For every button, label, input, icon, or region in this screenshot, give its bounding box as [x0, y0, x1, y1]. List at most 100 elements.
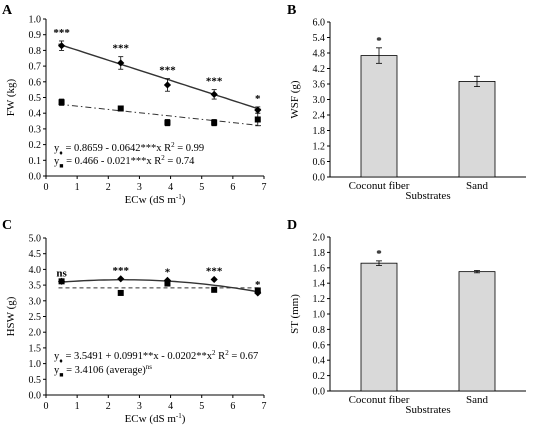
y-tick-label: 1.4 — [313, 279, 326, 290]
data-point-diamond — [117, 275, 125, 283]
significance-label: * — [255, 93, 261, 105]
x-tick-label: 7 — [262, 182, 267, 193]
bar — [360, 262, 398, 392]
y-tick-label: 2.5 — [29, 312, 42, 323]
panel-a: A 0.0 0.1 0.2 0.3 0.4 0.5 0.6 0.7 0.8 0.9 1.0 FW (kg… — [2, 3, 267, 206]
data-point-square — [211, 119, 218, 126]
y-axis-label: FW (kg) — [5, 78, 17, 116]
x-tick-label: 5 — [199, 401, 204, 412]
y-tick-label: 1.8 — [313, 248, 326, 259]
significance-label: *** — [206, 265, 223, 277]
y-tick-label: 0.5 — [29, 375, 42, 386]
y-tick-label: 0.0 — [313, 387, 326, 398]
y-tick-label: 0.5 — [29, 93, 42, 104]
y-tick-label: 2.0 — [313, 233, 326, 244]
y-tick-label: 0.8 — [313, 325, 326, 336]
data-point-square — [254, 116, 261, 123]
data-point-square — [117, 105, 124, 112]
panel-d: D 0.0 0.2 0.4 0.6 0.8 1.0 1.2 1.4 1.6 1.8 2.0 ST (mm… — [287, 218, 526, 416]
equation-diamond: y♦ = 0.8659 - 0.0642***x R2 = 0.99 — [54, 141, 204, 157]
y-tick-label: 3.5 — [29, 281, 42, 292]
data-point-square — [58, 278, 65, 285]
y-tick-label: 1.0 — [29, 15, 42, 26]
data-point-square — [164, 280, 171, 287]
y-axis-label: WSF (g) — [289, 80, 301, 119]
y-tick-label: 0.7 — [29, 62, 42, 73]
y-tick-label: 0.9 — [29, 30, 42, 41]
equation-square: y■ = 3.4106 (average)ns — [54, 363, 152, 379]
y-tick-label: 1.8 — [313, 126, 326, 137]
bar — [360, 55, 398, 178]
y-tick-label: 0.1 — [29, 156, 42, 167]
panel-letter: D — [287, 218, 297, 233]
y-tick-label: 0.3 — [29, 124, 42, 135]
data-point-diamond — [163, 81, 172, 89]
x-tick-label: 4 — [168, 401, 173, 412]
significance-label: * — [255, 279, 261, 291]
significance-label: *** — [112, 265, 129, 277]
category-label: Sand — [466, 394, 489, 406]
x-tick-label: 6 — [230, 182, 235, 193]
y-tick-label: 1.0 — [313, 310, 326, 321]
y-tick-label: 0.6 — [29, 77, 42, 88]
data-point-square — [58, 99, 65, 106]
x-axis-label: Substrates — [405, 190, 450, 202]
y-tick-label: 5.0 — [29, 234, 42, 245]
data-point-diamond — [254, 106, 262, 114]
y-tick-label: 5.4 — [313, 33, 326, 44]
y-tick-label: 0.2 — [313, 371, 326, 382]
y-tick-label: 0.0 — [313, 173, 326, 184]
significance-label: *** — [206, 76, 223, 88]
x-tick-label: 6 — [230, 401, 235, 412]
x-tick-label: 3 — [137, 182, 142, 193]
significance-label: ns — [56, 267, 67, 279]
y-axis-label: ST (mm) — [289, 294, 301, 334]
fit-line-1 — [58, 43, 262, 111]
x-tick-label: 5 — [199, 182, 204, 193]
data-point-diamond — [117, 59, 125, 67]
data-point-square — [164, 119, 171, 126]
x-tick-label: 3 — [137, 401, 142, 412]
bar — [458, 81, 496, 178]
y-tick-label: 3.0 — [29, 296, 42, 307]
data-point-square — [117, 289, 124, 296]
x-tick-label: 1 — [75, 401, 80, 412]
significance-label: *** — [53, 27, 70, 39]
y-tick-label: 0.6 — [313, 157, 326, 168]
y-tick-label: 3.6 — [313, 80, 326, 91]
significance-label: *** — [112, 43, 129, 55]
y-tick-label: 0.4 — [29, 109, 42, 120]
category-label: Coconut fiber — [349, 180, 410, 192]
y-tick-label: 1.5 — [29, 343, 42, 354]
x-axis-label: Substrates — [405, 404, 450, 416]
y-tick-label: 1.2 — [313, 294, 326, 305]
y-tick-label: 4.0 — [29, 265, 42, 276]
y-tick-label: 4.8 — [313, 49, 326, 60]
y-tick-label: 4.5 — [29, 249, 42, 260]
x-tick-label: 2 — [106, 182, 111, 193]
y-tick-label: 1.2 — [313, 142, 326, 153]
bar — [458, 271, 496, 392]
y-tick-label: 1.6 — [313, 263, 326, 274]
category-label: Coconut fiber — [349, 394, 410, 406]
significance-label: * — [165, 266, 171, 278]
y-tick-label: 1.0 — [29, 359, 42, 370]
x-axis-label: ECw (dS m-1) — [125, 412, 186, 425]
data-point-diamond — [57, 42, 66, 50]
y-tick-label: 3.0 — [313, 95, 326, 106]
panel-letter: A — [2, 3, 13, 18]
equation-diamond: y♦ = 3.5491 + 0.0991**x - 0.0202**x2 R2 … — [54, 349, 258, 365]
equation-square: y■ = 0.466 - 0.021***x R2 = 0.74 — [54, 154, 195, 170]
x-tick-label: 1 — [75, 182, 80, 193]
x-tick-label: 0 — [44, 401, 49, 412]
y-tick-label: 2.4 — [313, 111, 326, 122]
significance-label: * — [376, 35, 382, 47]
data-point-square — [254, 287, 261, 294]
fit-line-1 — [58, 279, 262, 293]
panel-b: B 0.0 0.6 1.2 1.8 2.4 3.0 3.6 4.2 4.8 5.4 6.0 WSF (g… — [287, 3, 526, 202]
data-point-square — [211, 286, 218, 293]
significance-label: * — [376, 248, 382, 260]
x-axis-label: ECw (dS m-1) — [125, 193, 186, 206]
data-point-diamond — [210, 90, 218, 98]
